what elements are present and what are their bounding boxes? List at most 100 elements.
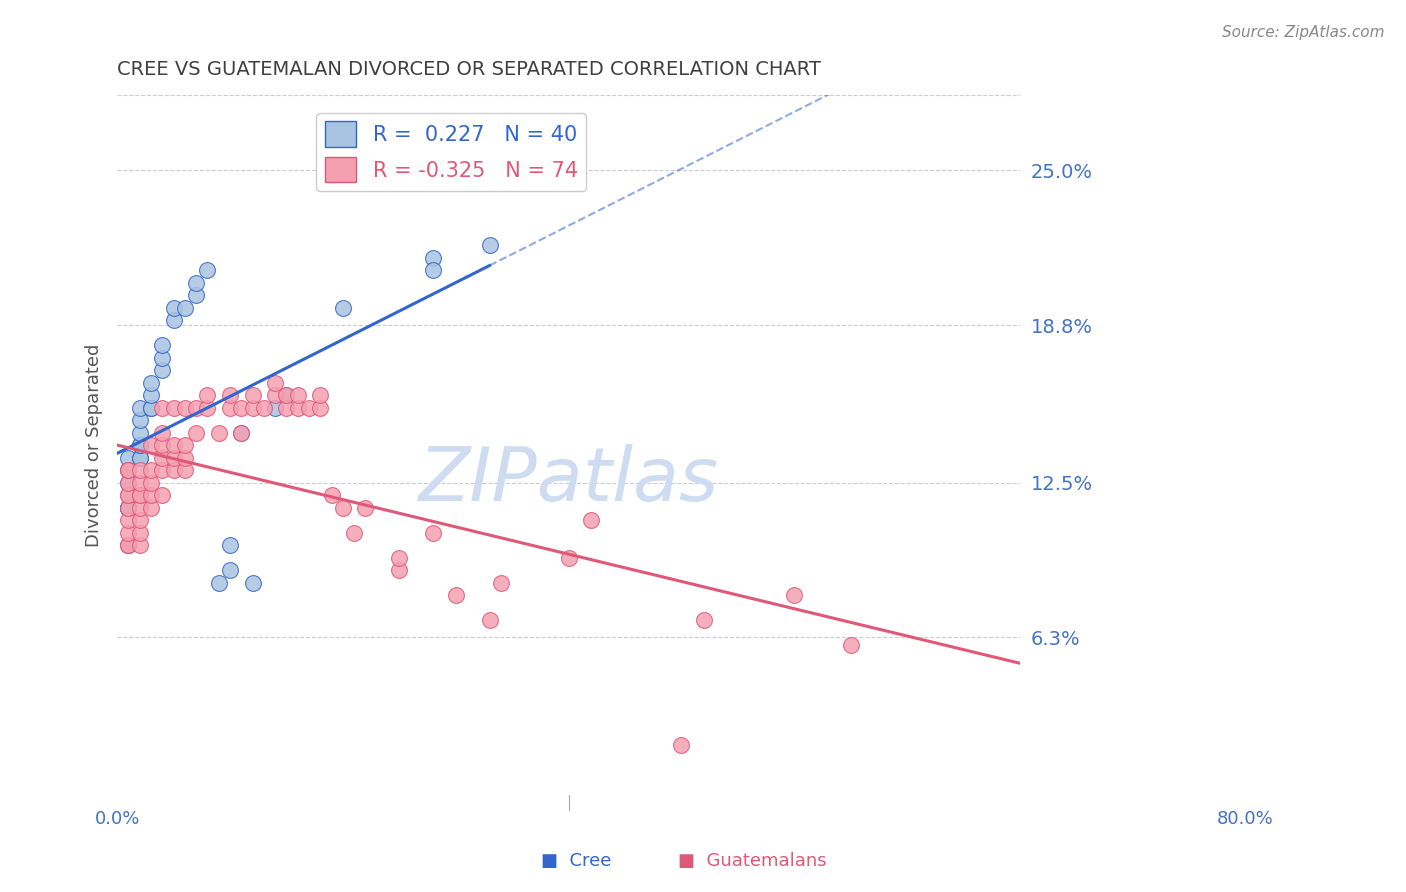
Point xyxy=(208,425,231,440)
Point xyxy=(128,463,150,477)
Point xyxy=(128,413,150,427)
Point xyxy=(117,500,139,515)
Point xyxy=(117,538,139,552)
Point xyxy=(139,475,162,490)
Point xyxy=(197,388,219,402)
Point xyxy=(186,401,208,415)
Point xyxy=(839,638,862,652)
Point xyxy=(128,425,150,440)
Point xyxy=(117,475,139,490)
Point xyxy=(174,401,197,415)
Point xyxy=(117,488,139,502)
Point xyxy=(287,388,309,402)
Point xyxy=(276,401,298,415)
Point xyxy=(332,301,354,315)
Point xyxy=(422,525,444,540)
Point xyxy=(298,401,321,415)
Point xyxy=(186,288,208,302)
Point xyxy=(117,500,139,515)
Point xyxy=(276,388,298,402)
Point xyxy=(422,251,444,265)
Point xyxy=(489,575,512,590)
Point xyxy=(139,438,162,452)
Point xyxy=(264,388,287,402)
Point xyxy=(287,401,309,415)
Point xyxy=(231,401,253,415)
Point xyxy=(557,550,579,565)
Point xyxy=(139,488,162,502)
Point xyxy=(150,450,173,465)
Point xyxy=(150,438,173,452)
Point xyxy=(219,388,242,402)
Point xyxy=(478,613,501,627)
Point xyxy=(128,438,150,452)
Point xyxy=(117,538,139,552)
Point xyxy=(117,475,139,490)
Legend: R =  0.227   N = 40, R = -0.325   N = 74: R = 0.227 N = 40, R = -0.325 N = 74 xyxy=(316,113,586,191)
Point xyxy=(128,525,150,540)
Text: 0.0%: 0.0% xyxy=(94,810,139,828)
Point xyxy=(150,463,173,477)
Point xyxy=(579,513,602,527)
Point xyxy=(150,425,173,440)
Point xyxy=(162,450,184,465)
Point xyxy=(162,438,184,452)
Point xyxy=(150,401,173,415)
Point xyxy=(422,263,444,277)
Point xyxy=(128,500,150,515)
Point xyxy=(242,401,264,415)
Point xyxy=(332,500,354,515)
Point xyxy=(388,550,411,565)
Point xyxy=(128,538,150,552)
Point xyxy=(162,301,184,315)
Point xyxy=(174,463,197,477)
Point xyxy=(174,450,197,465)
Point xyxy=(128,450,150,465)
Point xyxy=(139,401,162,415)
Point xyxy=(343,525,366,540)
Point xyxy=(117,500,139,515)
Point xyxy=(231,425,253,440)
Point xyxy=(117,463,139,477)
Point xyxy=(186,276,208,290)
Point xyxy=(117,500,139,515)
Text: ■  Guatemalans: ■ Guatemalans xyxy=(678,852,827,870)
Point xyxy=(354,500,377,515)
Point xyxy=(128,488,150,502)
Point xyxy=(162,463,184,477)
Point xyxy=(444,588,467,602)
Point xyxy=(162,401,184,415)
Point xyxy=(162,313,184,327)
Y-axis label: Divorced or Separated: Divorced or Separated xyxy=(86,343,103,547)
Text: Source: ZipAtlas.com: Source: ZipAtlas.com xyxy=(1222,25,1385,40)
Text: CREE VS GUATEMALAN DIVORCED OR SEPARATED CORRELATION CHART: CREE VS GUATEMALAN DIVORCED OR SEPARATED… xyxy=(117,60,821,78)
Point xyxy=(139,388,162,402)
Text: 80.0%: 80.0% xyxy=(1218,810,1274,828)
Point xyxy=(242,388,264,402)
Text: ZIPatlas: ZIPatlas xyxy=(419,444,718,516)
Point xyxy=(219,401,242,415)
Point xyxy=(309,401,332,415)
Point xyxy=(128,475,150,490)
Point xyxy=(309,388,332,402)
Point xyxy=(139,500,162,515)
Point xyxy=(128,488,150,502)
Point xyxy=(783,588,806,602)
Point xyxy=(150,363,173,377)
Point xyxy=(150,351,173,365)
Point xyxy=(478,238,501,252)
Point xyxy=(128,513,150,527)
Point xyxy=(208,575,231,590)
Point xyxy=(242,575,264,590)
Point xyxy=(117,500,139,515)
Point xyxy=(219,563,242,577)
Point xyxy=(174,301,197,315)
Point xyxy=(117,513,139,527)
Point xyxy=(128,401,150,415)
Point xyxy=(150,488,173,502)
Point xyxy=(186,425,208,440)
Point xyxy=(139,401,162,415)
Point xyxy=(139,376,162,390)
Point xyxy=(321,488,343,502)
Point xyxy=(253,401,276,415)
